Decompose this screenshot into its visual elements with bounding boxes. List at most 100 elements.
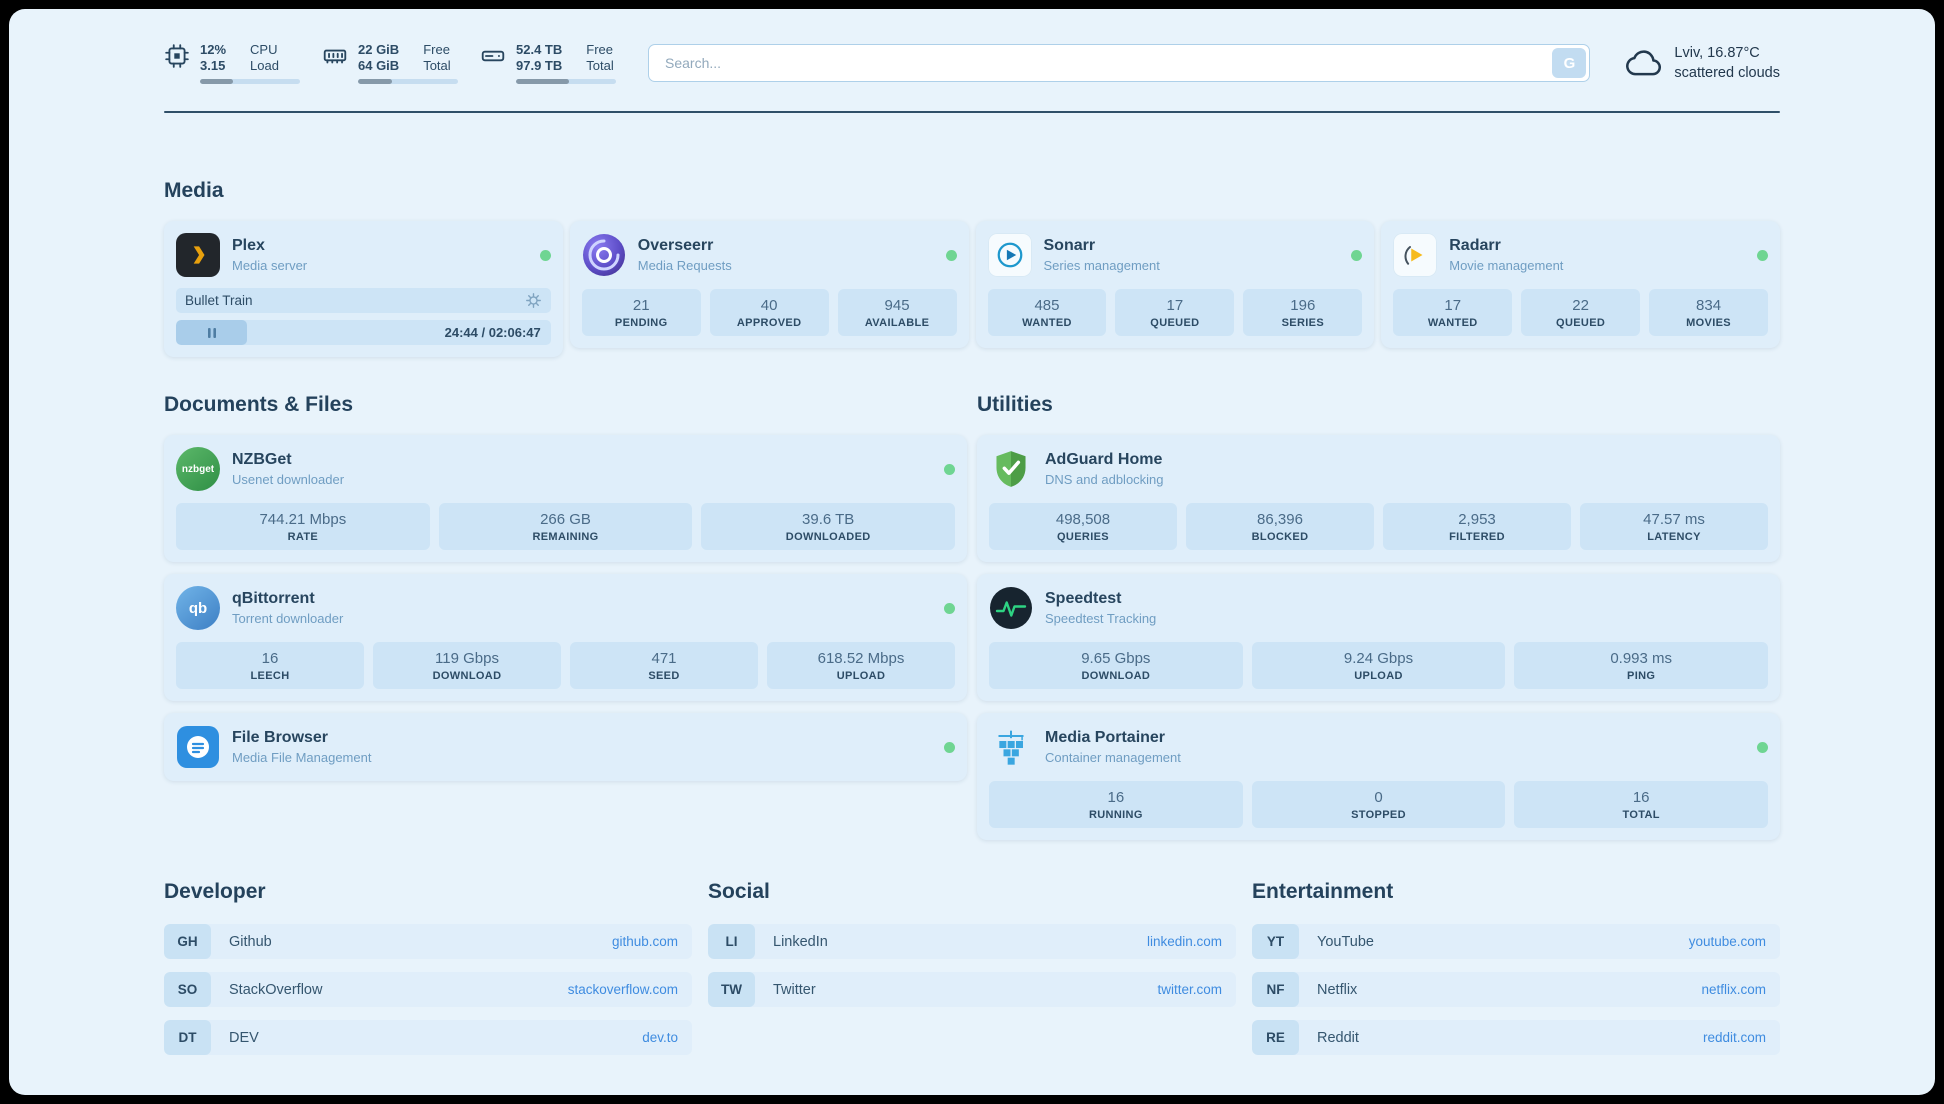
search-input[interactable]: [648, 44, 1591, 82]
bookmark-dev[interactable]: DT DEV dev.to: [164, 1020, 692, 1055]
bookmark-name: Netflix: [1317, 981, 1358, 998]
nzbget-icon: nzbget: [176, 447, 220, 491]
bookmark-name: DEV: [229, 1029, 259, 1046]
now-playing-title: Bullet Train: [185, 293, 253, 308]
bookmark-name: LinkedIn: [773, 933, 828, 950]
stat-tile: 834 MOVIES: [1649, 289, 1769, 336]
service-subtitle: Usenet downloader: [232, 472, 345, 487]
stat-tile: 485 WANTED: [987, 289, 1107, 336]
bookmark-abbr: DT: [164, 1020, 211, 1055]
bookmark-name: Reddit: [1317, 1029, 1359, 1046]
stat-label: DOWNLOAD: [432, 670, 502, 682]
stat-label: QUEUED: [1150, 317, 1200, 329]
stat-value: 9.24 Gbps: [1343, 650, 1414, 667]
bookmark-url: linkedin.com: [1146, 934, 1222, 949]
stat-value: 2,953: [1458, 511, 1496, 528]
stat-tile: 744.21 Mbps RATE: [176, 503, 430, 550]
stat-tile: 16 LEECH: [176, 642, 364, 689]
cpu-icon: [164, 43, 190, 69]
stat-tile: 21 PENDING: [581, 289, 701, 336]
bookmark-github[interactable]: GH Github github.com: [164, 924, 692, 959]
stat-value: 0: [1374, 789, 1383, 806]
social-section-title: Social: [708, 880, 770, 903]
bookmark-youtube[interactable]: YT YouTube youtube.com: [1252, 924, 1780, 959]
stat-value: 945: [884, 297, 910, 314]
nzbget-card[interactable]: nzbget NZBGet Usenet downloader 744.21 M…: [164, 435, 967, 562]
bookmark-abbr: TW: [708, 972, 755, 1007]
media-section-title: Media: [164, 179, 224, 202]
stat-label: BLOCKED: [1251, 531, 1309, 543]
service-name: NZBGet: [232, 451, 292, 468]
playback-progress-bar[interactable]: 24:44 / 02:06:47: [176, 320, 551, 345]
stat-label: UPLOAD: [1354, 670, 1403, 682]
overseerr-icon: [582, 233, 626, 277]
service-subtitle: Media File Management: [232, 750, 372, 765]
cpu-progress-fill: [200, 79, 233, 84]
stat-tile: 22 QUEUED: [1521, 289, 1641, 336]
plex-card[interactable]: Plex Media server Bullet Train: [164, 221, 563, 357]
adguard-icon: [989, 447, 1033, 491]
service-name: Media Portainer: [1045, 729, 1166, 746]
search-engine-button[interactable]: G: [1552, 48, 1587, 78]
entertainment-section-title: Entertainment: [1252, 880, 1394, 903]
gear-icon[interactable]: [525, 292, 542, 309]
bookmark-name: YouTube: [1317, 933, 1374, 950]
sonarr-card[interactable]: Sonarr Series management 485 WANTED 17 Q…: [975, 221, 1375, 348]
stat-value: 0.993 ms: [1610, 650, 1673, 667]
bookmark-url: dev.to: [642, 1030, 678, 1045]
filebrowser-card[interactable]: File Browser Media File Management: [164, 713, 967, 781]
stat-value: 16: [1107, 789, 1125, 806]
section-documents: Documents & Files nzbget NZBGet Usenet d…: [164, 393, 967, 781]
ram-icon: [322, 43, 348, 69]
service-subtitle: Series management: [1043, 258, 1160, 273]
speedtest-icon: [989, 586, 1033, 630]
header-divider: [164, 111, 1780, 113]
service-name: Sonarr: [1043, 237, 1096, 254]
service-subtitle: Media Requests: [637, 258, 732, 273]
adguard-card[interactable]: AdGuard Home DNS and adblocking 498,508 …: [977, 435, 1780, 562]
ram-widget: 22 GiB 64 GiB Free Total: [322, 42, 458, 84]
cpu-usage-label: CPU: [250, 42, 278, 57]
bookmark-netflix[interactable]: NF Netflix netflix.com: [1252, 972, 1780, 1007]
disk-icon: [480, 43, 506, 69]
stat-label: MOVIES: [1686, 317, 1731, 329]
stat-tile: 9.65 Gbps DOWNLOAD: [989, 642, 1243, 689]
service-subtitle: DNS and adblocking: [1045, 472, 1164, 487]
bookmark-linkedin[interactable]: LI LinkedIn linkedin.com: [708, 924, 1236, 959]
bookmark-url: youtube.com: [1688, 934, 1766, 949]
section-developer: Developer GH Github github.com SO StackO…: [164, 880, 692, 1068]
bookmark-twitter[interactable]: TW Twitter twitter.com: [708, 972, 1236, 1007]
weather-widget: Lviv, 16.87°C scattered clouds: [1626, 43, 1780, 83]
stat-value: 498,508: [1055, 511, 1111, 528]
stat-tile: 471 SEED: [570, 642, 758, 689]
stat-label: TOTAL: [1622, 809, 1660, 821]
disk-widget: 52.4 TB 97.9 TB Free Total: [480, 42, 616, 84]
stat-value: 17: [1444, 297, 1462, 314]
service-subtitle: Torrent downloader: [232, 611, 344, 626]
portainer-card[interactable]: Media Portainer Container management 16 …: [977, 713, 1780, 840]
bookmark-name: Github: [229, 933, 272, 950]
bookmark-url: reddit.com: [1702, 1030, 1766, 1045]
speedtest-card[interactable]: Speedtest Speedtest Tracking 9.65 Gbps D…: [977, 574, 1780, 701]
pause-icon[interactable]: [207, 327, 217, 339]
qbittorrent-card[interactable]: qb qBittorrent Torrent downloader 16 LEE…: [164, 574, 967, 701]
stat-value: 196: [1290, 297, 1316, 314]
bookmark-reddit[interactable]: RE Reddit reddit.com: [1252, 1020, 1780, 1055]
radarr-card[interactable]: Radarr Movie management 17 WANTED 22 QUE…: [1381, 221, 1780, 348]
stat-label: PENDING: [614, 317, 668, 329]
service-name: Plex: [232, 237, 265, 254]
disk-free-value: 52.4 TB: [516, 42, 563, 57]
stat-tile: 2,953 FILTERED: [1383, 503, 1571, 550]
service-subtitle: Movie management: [1449, 258, 1564, 273]
overseerr-card[interactable]: Overseerr Media Requests 21 PENDING 40 A…: [569, 221, 969, 348]
cpu-progress-bar: [200, 79, 300, 84]
service-name: File Browser: [232, 729, 329, 746]
bookmark-url: stackoverflow.com: [567, 982, 678, 997]
stat-label: QUEUED: [1556, 317, 1606, 329]
status-dot: [944, 463, 955, 475]
stat-label: FILTERED: [1449, 531, 1505, 543]
bookmark-stackoverflow[interactable]: SO StackOverflow stackoverflow.com: [164, 972, 692, 1007]
bookmark-url: twitter.com: [1157, 982, 1222, 997]
ram-total-value: 64 GiB: [358, 58, 400, 73]
bookmark-url: netflix.com: [1701, 982, 1766, 997]
